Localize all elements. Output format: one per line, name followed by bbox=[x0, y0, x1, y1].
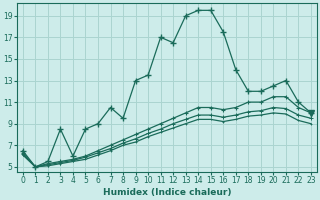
X-axis label: Humidex (Indice chaleur): Humidex (Indice chaleur) bbox=[103, 188, 231, 197]
